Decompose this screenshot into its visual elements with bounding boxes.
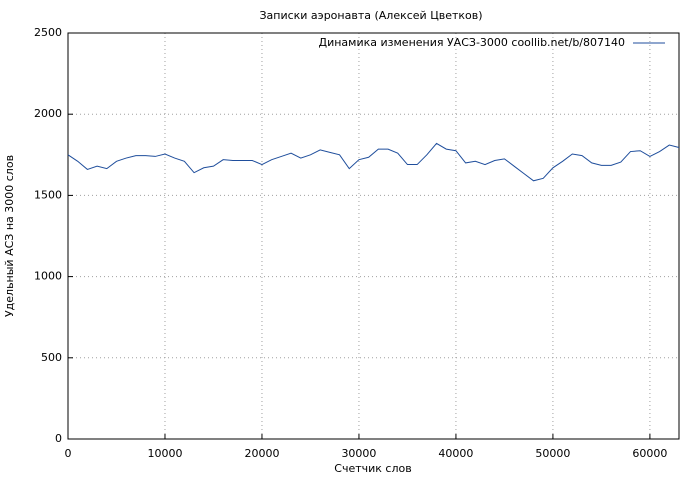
plot-frame [67,32,680,440]
y-tick-label: 2500 [34,26,62,39]
x-tick-label: 50000 [535,447,570,460]
y-tick-label: 500 [41,351,62,364]
x-tick-label: 20000 [244,447,279,460]
y-tick-label: 2000 [34,107,62,120]
x-tick-label: 30000 [341,447,376,460]
chart-title: Записки аэронавта (Алексей Цветков) [259,9,482,22]
x-tick-label: 40000 [438,447,473,460]
legend-label: Динамика изменения УАСЗ-3000 coollib.net… [319,36,626,49]
x-tick-label: 10000 [147,447,182,460]
x-tick-label: 60000 [632,447,667,460]
x-tick-label: 0 [65,447,72,460]
x-axis-label: Счетчик слов [334,462,411,475]
y-tick-label: 0 [55,432,62,445]
y-axis-label: Удельный АСЗ на 3000 слов [3,155,16,317]
y-tick-label: 1000 [34,270,62,283]
data-line [67,142,680,182]
y-tick-label: 1500 [34,188,62,201]
